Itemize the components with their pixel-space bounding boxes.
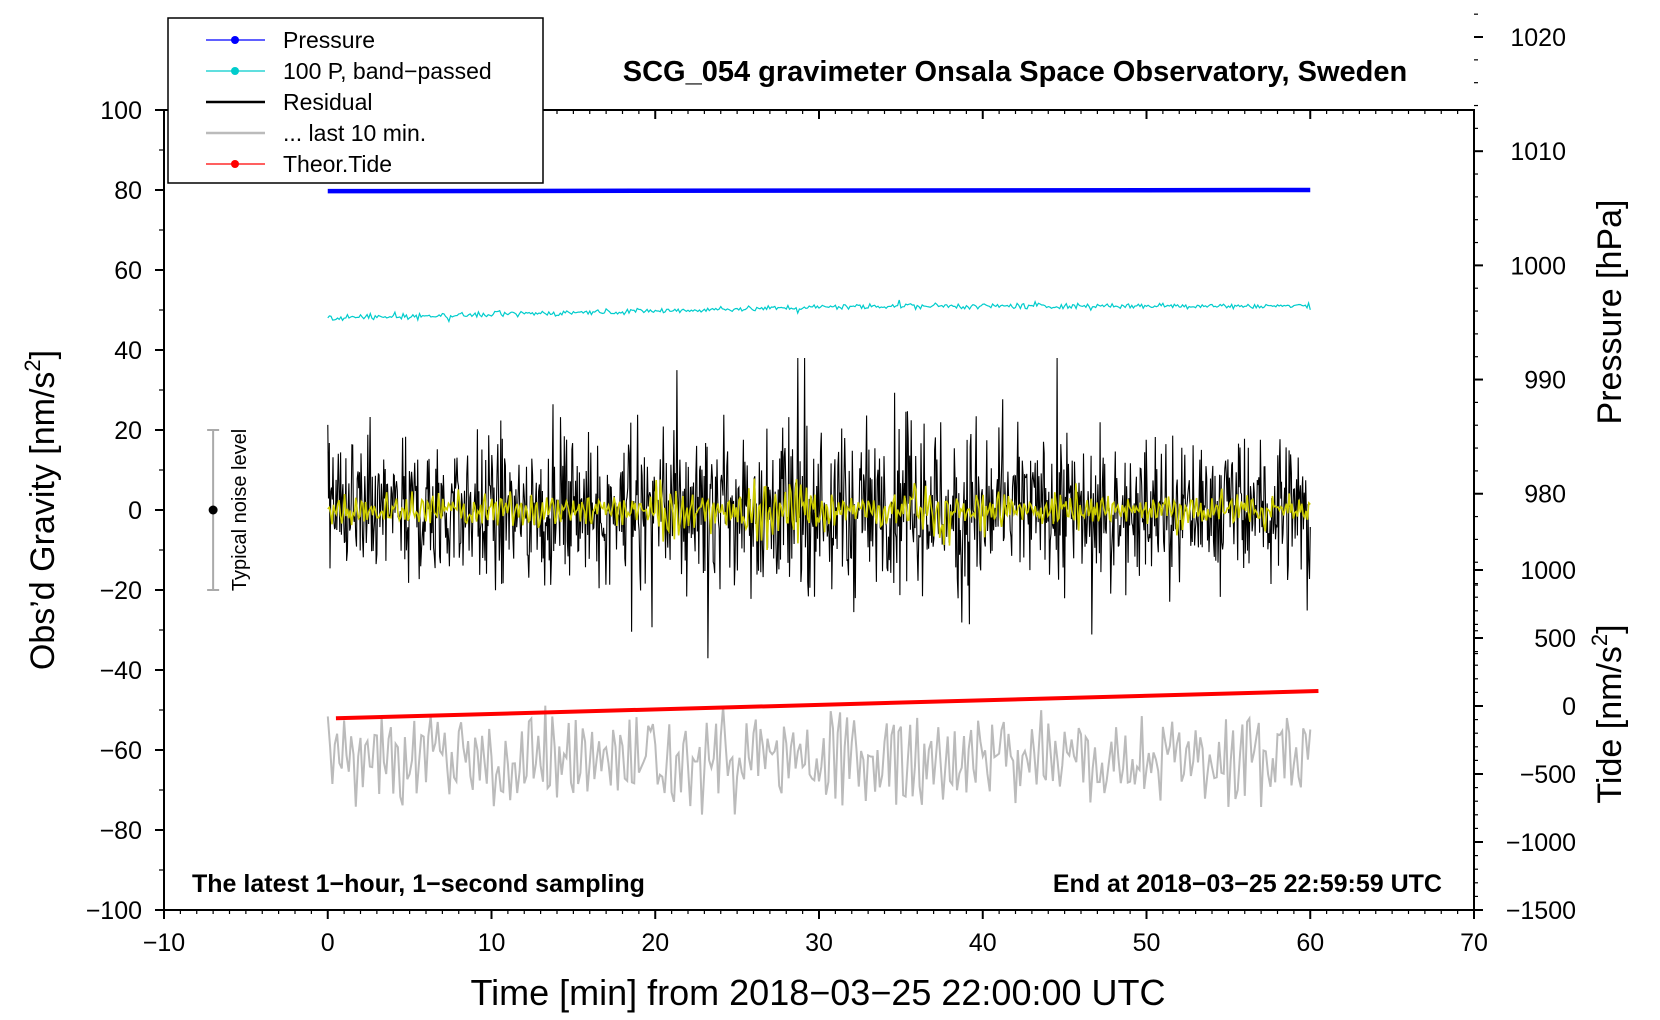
legend-items: Pressure 100 P, band−passed Residual ... la…: [206, 27, 492, 177]
pressure-tick-label: 980: [1524, 481, 1566, 509]
legend-marker: [231, 36, 239, 44]
legend-box: [167, 17, 544, 184]
x-tick-label: 30: [805, 929, 833, 957]
tide-tick-label: −1000: [1506, 829, 1576, 857]
y-tick-label: 20: [114, 417, 142, 445]
pressure-tick-label: 1020: [1510, 24, 1566, 52]
series-layer: [326, 187, 1319, 815]
pressure-tick-label: 1010: [1510, 138, 1566, 166]
x-tick-label: 40: [969, 929, 997, 957]
y-tick-label: −100: [86, 897, 142, 925]
y-axis-label-left-end: ]: [24, 350, 62, 359]
noise-level-label: Typical noise level: [229, 429, 251, 591]
series-last-10-min: [326, 705, 1312, 815]
y-tick-label: 0: [128, 497, 142, 525]
legend-marker: [231, 67, 239, 75]
x-tick-label: −10: [143, 929, 185, 957]
legend-label: Pressure: [283, 27, 375, 53]
tide-tick-label: 1000: [1520, 557, 1576, 585]
tide-tick-label: −500: [1520, 761, 1576, 789]
x-tick-label: 0: [321, 929, 335, 957]
series-theoretical-tide: [335, 689, 1319, 721]
y-tick-label: −40: [100, 657, 142, 685]
chart-title: SCG_054 gravimeter Onsala Space Observat…: [623, 56, 1407, 88]
x-tick-label: 70: [1460, 929, 1488, 957]
series-band-passed: [327, 299, 1311, 324]
noise-bar-center-dot: [208, 505, 218, 515]
legend-marker: [231, 160, 239, 168]
y-axis-label-left-main: Obs’d Gravity [nm/s: [24, 372, 62, 671]
y-axis-label-tide-main: Tide [nm/s: [1591, 646, 1629, 803]
legend-label: ... last 10 min.: [283, 120, 426, 146]
y-axis-label-left: Obs’d Gravity [nm/s2]: [20, 350, 62, 670]
pressure-tick-label: 1000: [1510, 252, 1566, 280]
pressure-tick-label: 990: [1524, 367, 1566, 395]
x-tick-label: 50: [1133, 929, 1161, 957]
tide-tick-label: 500: [1534, 625, 1576, 653]
legend: Pressure 100 P, band−passed Residual ... la…: [167, 17, 544, 184]
y-tick-label: 60: [114, 257, 142, 285]
y-tick-label: −20: [100, 577, 142, 605]
legend-label: Theor.Tide: [283, 151, 392, 177]
y-tick-label: 100: [100, 97, 142, 125]
x-tick-label: 60: [1296, 929, 1324, 957]
series-pressure: [327, 187, 1311, 194]
y-axis-label-tide: Tide [nm/s2]: [1587, 624, 1629, 803]
y-axis-label-left-sup: 2: [20, 359, 45, 371]
series-residual-smoothed: [327, 478, 1311, 551]
axes: −10 0 10 20 30 40 50 60 70100806040200−20−40−60−…: [86, 13, 1576, 957]
x-axis-label: Time [min] from 2018−03−25 22:00:00 UTC: [470, 972, 1165, 1013]
y-tick-label: −60: [100, 737, 142, 765]
y-tick-label: −80: [100, 817, 142, 845]
y-axis-label-pressure: Pressure [hPa]: [1591, 200, 1629, 425]
y-tick-label: 80: [114, 177, 142, 205]
y-axis-label-tide-end: ]: [1591, 624, 1629, 633]
x-tick-label: 20: [641, 929, 669, 957]
x-tick-label: 10: [478, 929, 506, 957]
y-tick-label: 40: [114, 337, 142, 365]
noise-level-indicator: Typical noise level: [207, 429, 251, 591]
series-residual: [327, 357, 1311, 659]
legend-label: Residual: [283, 89, 373, 115]
annotation-end-time: End at 2018−03−25 22:59:59 UTC: [1053, 870, 1442, 898]
tide-tick-label: −1500: [1506, 897, 1576, 925]
tide-tick-label: 0: [1562, 693, 1576, 721]
annotation-sampling: The latest 1−hour, 1−second sampling: [192, 870, 645, 898]
y-axis-label-tide-sup: 2: [1587, 634, 1612, 646]
legend-label: 100 P, band−passed: [283, 58, 492, 84]
